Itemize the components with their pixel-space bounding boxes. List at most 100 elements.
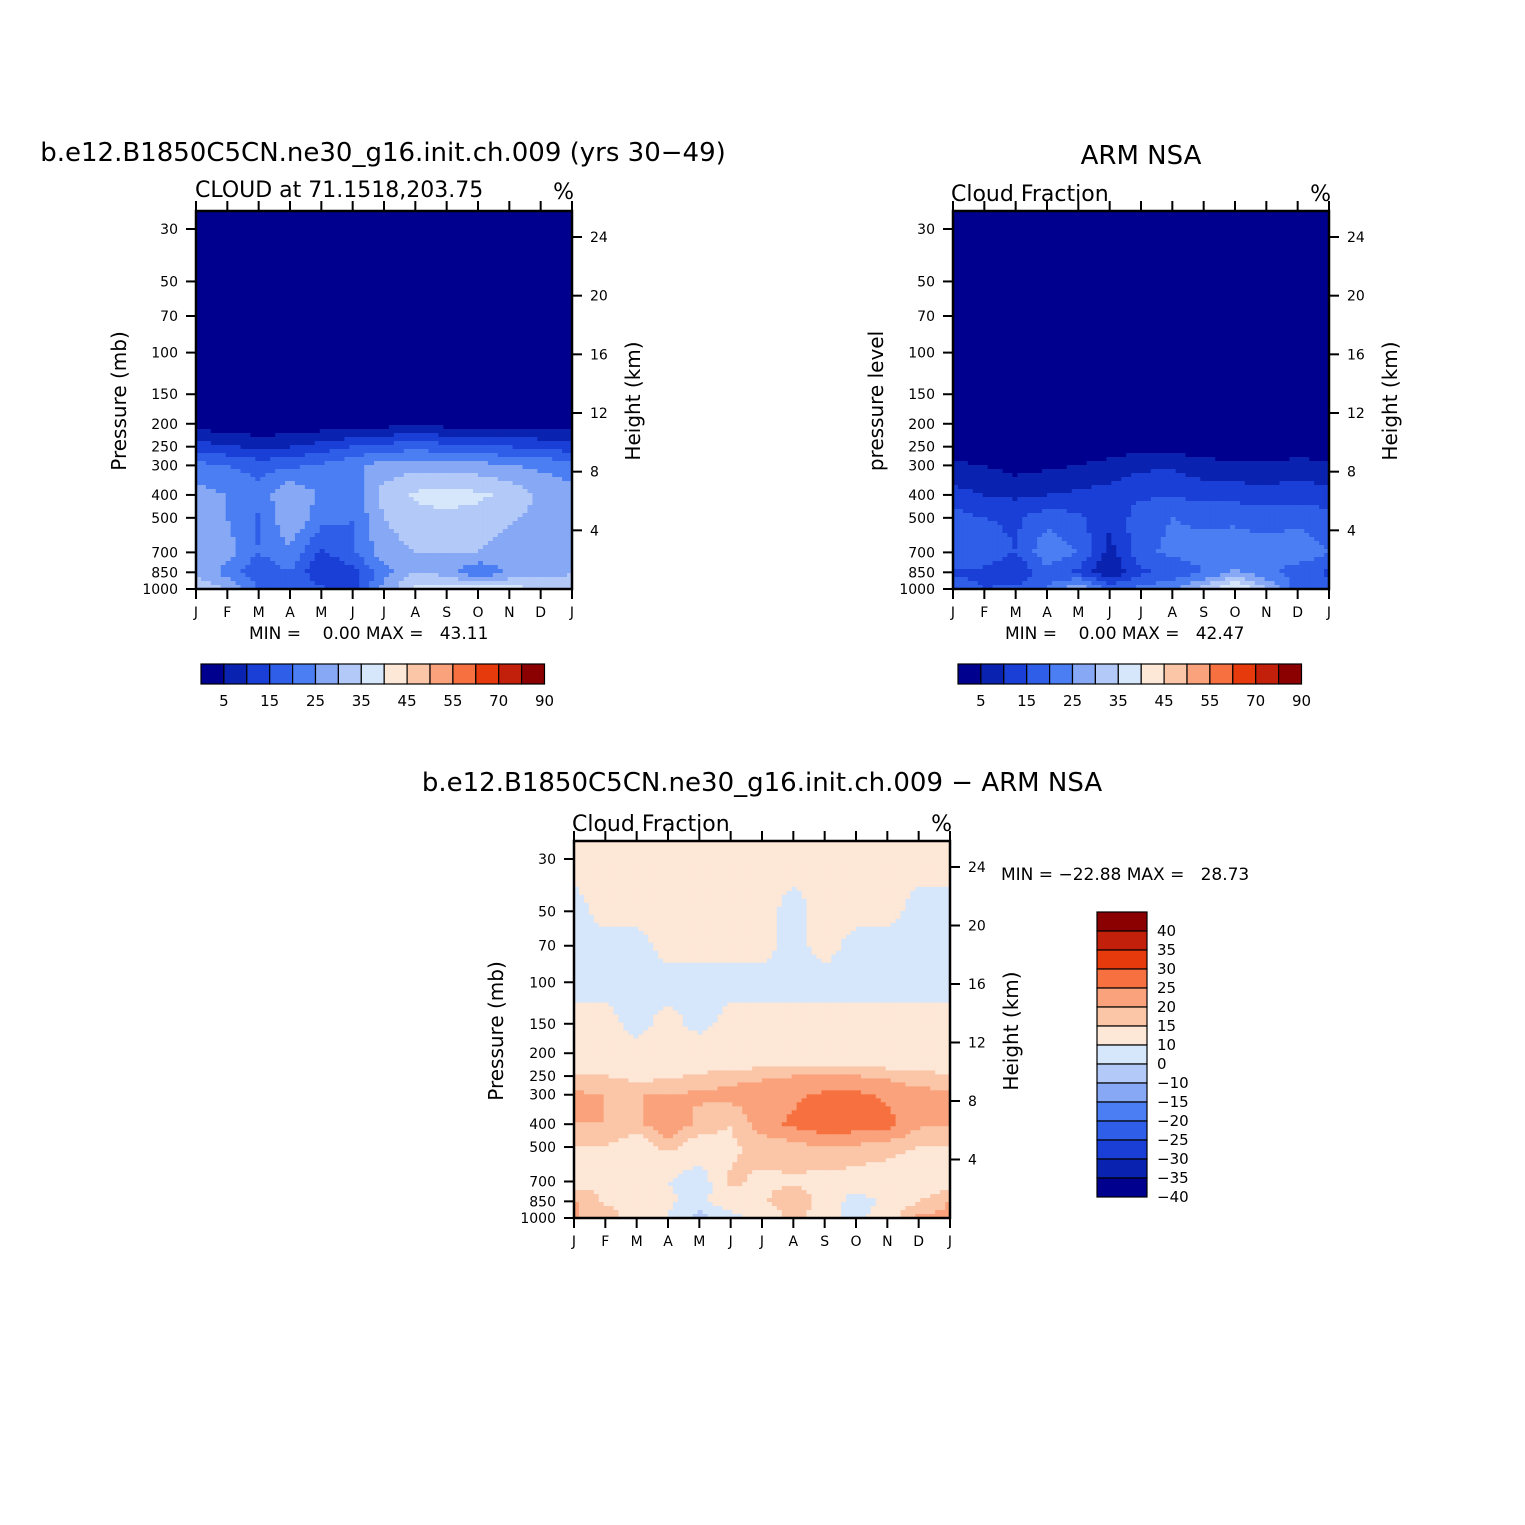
contour-cell (468, 389, 474, 394)
contour-cell (443, 417, 449, 422)
contour-cell (240, 321, 247, 326)
contour-cell (512, 317, 519, 322)
contour-cell (418, 385, 425, 390)
contour-cell (275, 321, 281, 326)
contour-cell (532, 321, 538, 326)
contour-cell (398, 245, 405, 250)
contour-cell (205, 445, 212, 450)
contour-cell (532, 309, 538, 314)
contour-cell (200, 461, 207, 466)
contour-cell (309, 381, 316, 386)
contour-cell (210, 461, 217, 466)
contour-cell (413, 461, 420, 466)
contour-cell (473, 389, 479, 394)
contour-cell (280, 301, 286, 306)
contour-cell (384, 349, 390, 354)
contour-cell (557, 253, 563, 258)
contour-cell (398, 353, 405, 358)
contour-cell (418, 473, 425, 478)
contour-cell (334, 369, 341, 374)
contour-cell (527, 401, 534, 406)
contour-cell (290, 249, 296, 254)
contour-cell (334, 245, 341, 250)
contour-cell (547, 413, 553, 418)
contour-cell (344, 329, 350, 334)
contour-cell (458, 445, 464, 450)
contour-cell (403, 417, 410, 422)
contour-cell (299, 237, 306, 242)
contour-cell (517, 377, 524, 382)
contour-cell (349, 257, 355, 262)
contour-cell (250, 229, 256, 234)
contour-cell (196, 241, 202, 246)
contour-cell (473, 269, 479, 274)
contour-cell (379, 289, 385, 294)
contour-cell (527, 285, 534, 290)
contour-cell (290, 441, 296, 446)
contour-cell (527, 281, 534, 286)
contour-cell (433, 349, 440, 354)
contour-cell (443, 337, 449, 342)
contour-cell (473, 337, 479, 342)
contour-cell (344, 325, 350, 330)
contour-cell (487, 425, 494, 430)
contour-cell (482, 333, 489, 338)
contour-cell (542, 301, 548, 306)
contour-cell (384, 257, 390, 262)
contour-cell (408, 409, 415, 414)
contour-cell (517, 429, 524, 434)
contour-cell (250, 397, 256, 402)
contour-cell (230, 349, 237, 354)
contour-cell (260, 293, 266, 298)
contour-cell (384, 389, 390, 394)
contour-cell (270, 261, 276, 266)
contour-cell (314, 317, 321, 322)
contour-cell (364, 389, 370, 394)
contour-cell (497, 265, 504, 270)
contour-cell (537, 409, 543, 414)
contour-cell (324, 241, 331, 246)
contour-cell (250, 393, 256, 398)
contour-cell (537, 305, 543, 310)
contour-cell (250, 381, 256, 386)
contour-cell (344, 253, 350, 258)
contour-cell (492, 321, 499, 326)
contour-cell (374, 425, 380, 430)
contour-cell (512, 417, 519, 422)
contour-cell (522, 477, 529, 482)
contour-cell (304, 229, 311, 234)
contour-cell (205, 385, 212, 390)
contour-cell (349, 329, 355, 334)
contour-cell (567, 417, 573, 422)
contour-cell (428, 269, 435, 274)
contour-cell (537, 481, 543, 486)
contour-cell (245, 441, 252, 446)
contour-cell (384, 421, 390, 426)
contour-cell (557, 409, 563, 414)
contour-cell (369, 401, 375, 406)
contour-cell (260, 489, 266, 494)
contour-cell (448, 309, 454, 314)
contour-cell (339, 229, 346, 234)
contour-cell (324, 297, 331, 302)
contour-cell (205, 369, 212, 374)
contour-cell (497, 365, 504, 370)
contour-cell (255, 245, 261, 250)
contour-cell (547, 257, 553, 262)
contour-cell (334, 453, 341, 458)
contour-cell (369, 325, 375, 330)
contour-cell (492, 409, 499, 414)
contour-cell (468, 353, 474, 358)
contour-cell (463, 441, 469, 446)
contour-cell (215, 445, 222, 450)
contour-cell (384, 321, 390, 326)
contour-cell (285, 389, 291, 394)
contour-cell (403, 461, 410, 466)
contour-cell (220, 461, 227, 466)
contour-cell (225, 389, 232, 394)
contour-cell (552, 453, 558, 458)
contour-cell (255, 249, 261, 254)
contour-cell (374, 285, 380, 290)
contour-cell (314, 265, 321, 270)
contour-cell (290, 421, 296, 426)
